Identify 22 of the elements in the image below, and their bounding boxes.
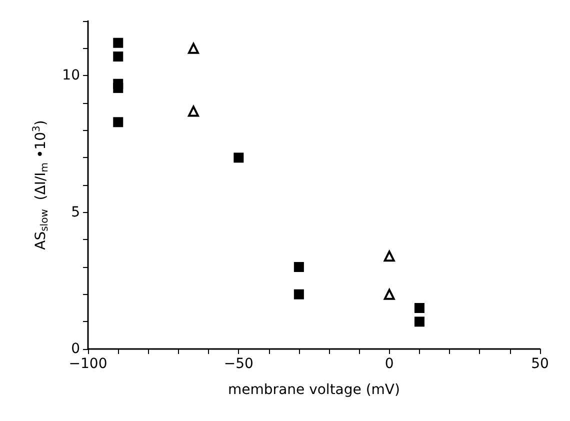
point — [188, 42, 199, 54]
point — [294, 289, 304, 300]
point — [188, 106, 199, 117]
x-tick-label: 50 — [531, 356, 549, 372]
y-axis-title: ASslow (ΔI/Im •103) — [32, 120, 50, 250]
x-axis-title: membrane voltage (mV) — [228, 382, 400, 398]
point — [113, 82, 124, 93]
point — [113, 117, 124, 128]
x-tick-label: −50 — [224, 356, 254, 372]
point — [384, 250, 395, 262]
point — [294, 262, 304, 272]
point — [414, 316, 424, 327]
x-tick-label: −100 — [68, 356, 108, 372]
point — [384, 288, 395, 300]
point — [234, 152, 244, 163]
point — [113, 52, 124, 62]
y-tick-label: 0 — [71, 341, 80, 357]
y-tick-label: 5 — [71, 204, 80, 220]
x-tick-label: 0 — [384, 356, 394, 372]
point — [113, 38, 124, 48]
point — [414, 303, 424, 313]
y-tick-label: 10 — [62, 68, 80, 84]
